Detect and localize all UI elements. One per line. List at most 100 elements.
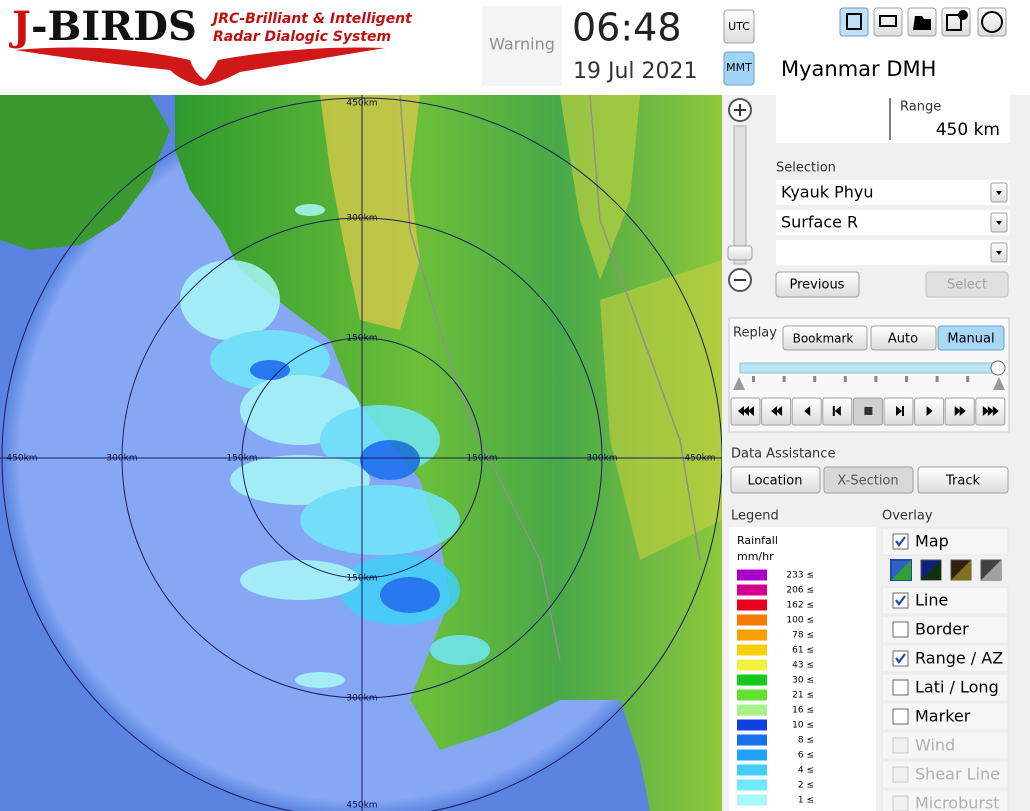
icon-shape: [896, 406, 902, 416]
time: 06:48: [572, 6, 682, 50]
legend-label: 2 ≤: [798, 781, 814, 791]
legend-swatch: [737, 764, 767, 776]
rain-echo: [180, 204, 490, 688]
slider-thumb[interactable]: [990, 360, 1006, 376]
logo-initial: J: [9, 3, 31, 50]
selection-dropdown[interactable]: [776, 240, 1010, 265]
selection-dropdown[interactable]: [776, 180, 1010, 205]
selection-value[interactable]: Kyauk Phyu: [781, 183, 874, 202]
icon-shape: [846, 13, 862, 30]
range-label: 300km: [346, 694, 377, 704]
legend-swatch: [737, 734, 767, 746]
legend-label: 6 ≤: [798, 751, 814, 761]
mmt[interactable]: MMT: [726, 61, 752, 74]
icon-shape: [804, 406, 811, 416]
mmt-button[interactable]: [723, 51, 755, 86]
selection-list: Kyauk Phyu Surface R: [776, 180, 1010, 265]
legend-title: Legend: [731, 509, 779, 524]
legend-label: 8 ≤: [798, 736, 814, 746]
legend-swatch: [737, 704, 767, 716]
legend-unit: mm/hr: [737, 550, 774, 563]
legend-swatch: [737, 584, 767, 596]
bookmark-button[interactable]: [782, 325, 868, 351]
auto-button[interactable]: [870, 325, 937, 351]
overlay-label[interactable]: Marker: [915, 707, 971, 726]
date: 19 Jul 2021: [573, 59, 698, 84]
selection-value[interactable]: Surface R: [781, 213, 858, 232]
icon-shape: [926, 406, 933, 416]
manual-button[interactable]: [937, 325, 1005, 351]
overlay-label[interactable]: Lati / Long: [915, 678, 999, 697]
replay-slider[interactable]: [739, 362, 999, 374]
track-button[interactable]: [917, 466, 1009, 494]
overlay-label[interactable]: Map: [915, 532, 949, 551]
site: Myanmar DMH: [781, 57, 936, 81]
utc-button[interactable]: [723, 9, 755, 44]
radar-map[interactable]: 150km 150km 150km 150km 300km 300km 300km 300km…: [0, 95, 722, 811]
range-label: 150km: [466, 454, 497, 464]
checkbox[interactable]: [892, 708, 909, 725]
range-label: 150km: [226, 454, 257, 464]
previous[interactable]: Previous: [790, 278, 845, 293]
legend-swatch: [737, 794, 767, 806]
icon-shape: [738, 406, 744, 416]
overlay-label[interactable]: Range / AZ: [915, 649, 1003, 668]
overlay-label[interactable]: Border: [915, 620, 969, 639]
overlay-label: Wind: [915, 736, 955, 755]
x-section[interactable]: X-Section: [837, 474, 898, 489]
select[interactable]: Select: [947, 278, 987, 293]
select-button[interactable]: [925, 271, 1009, 298]
track[interactable]: Track: [945, 474, 980, 489]
logo-wing: [15, 47, 385, 86]
icon-shape: [771, 406, 778, 416]
legend-label: 30 ≤: [792, 676, 814, 686]
location[interactable]: Location: [748, 474, 803, 489]
legend-swatch: [737, 674, 767, 686]
range-label: 450km: [346, 801, 377, 811]
legend-swatch: [737, 599, 767, 611]
bookmark[interactable]: Bookmark: [793, 332, 854, 346]
legend-swatch: [737, 614, 767, 626]
print-icon[interactable]: [873, 7, 903, 37]
logo-rest: -BIRDS: [31, 3, 197, 50]
selection-dropdown[interactable]: [776, 210, 1010, 235]
range-value: 450 km: [936, 120, 1000, 140]
range-marker: [993, 377, 1005, 390]
manual[interactable]: Manual: [947, 332, 994, 347]
legend-label: 21 ≤: [792, 691, 814, 701]
overlay-label: Shear Line: [915, 765, 1000, 784]
icon-shape: [913, 16, 931, 30]
overlay-row: [881, 673, 1009, 702]
icon-shape: [951, 560, 971, 580]
icon-shape: [743, 406, 749, 416]
utc[interactable]: UTC: [728, 20, 750, 33]
previous-button[interactable]: [775, 271, 860, 298]
warning-box[interactable]: [482, 6, 562, 86]
x-section-button[interactable]: [823, 466, 914, 494]
range-label: 450km: [346, 99, 377, 109]
legend-swatch: [737, 749, 767, 761]
location-button[interactable]: [730, 466, 821, 494]
slider-tick: [905, 376, 908, 382]
checkbox: [892, 766, 909, 783]
checkbox[interactable]: [892, 679, 909, 696]
tagline: Radar Dialogic System: [213, 29, 391, 45]
zoom-track[interactable]: [733, 125, 747, 265]
auto[interactable]: Auto: [888, 332, 918, 347]
range-label: 450km: [684, 454, 715, 464]
legend-swatch: [737, 629, 767, 641]
selection-label: Selection: [776, 161, 836, 176]
range-label: Range: [900, 100, 941, 115]
range-marker: [733, 377, 745, 390]
warning[interactable]: Warning: [489, 35, 555, 54]
land: [175, 95, 722, 811]
range-label: 300km: [586, 454, 617, 464]
save-icon[interactable]: [839, 7, 869, 37]
legend-swatch: [737, 779, 767, 791]
checkbox[interactable]: [892, 621, 909, 638]
overlay-label[interactable]: Line: [915, 591, 948, 610]
icon-shape: [958, 10, 968, 20]
range-box: [776, 95, 1010, 143]
legend-swatch: [737, 689, 767, 701]
zoom-thumb[interactable]: [727, 245, 753, 261]
